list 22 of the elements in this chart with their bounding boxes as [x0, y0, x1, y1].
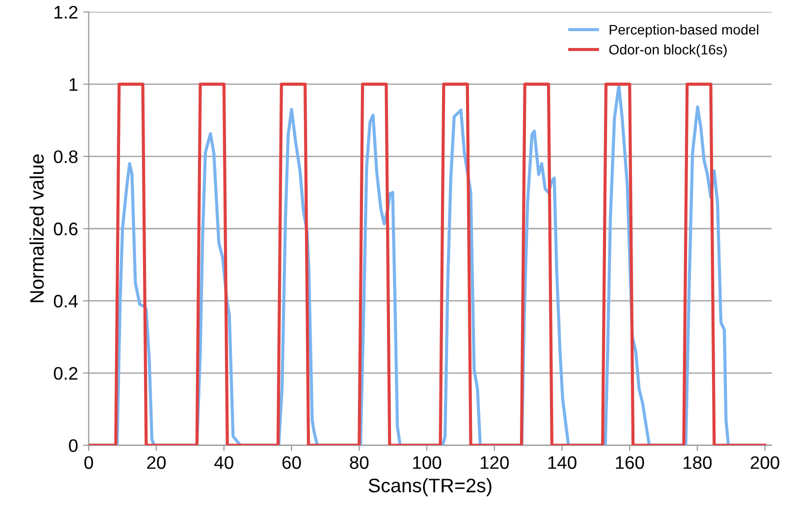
y-tick-label: 0.2	[54, 367, 78, 380]
x-axis-title: Scans(TR=2s)	[368, 478, 492, 496]
x-tick-label: 0	[84, 456, 94, 469]
x-tick-label: 140	[548, 456, 576, 469]
y-tick-label: 0.8	[54, 150, 78, 164]
x-tick-label: 40	[214, 456, 234, 469]
y-tick-label: 1	[70, 78, 78, 91]
x-tick-label: 100	[413, 456, 442, 469]
x-tick-label: 20	[147, 456, 166, 469]
y-axis-title: Normalized value	[30, 154, 44, 302]
legend-label: Perception-based model	[610, 24, 758, 38]
legend-label: Odor-on block(16s)	[609, 44, 727, 58]
y-tick-label: 0	[68, 439, 78, 452]
x-tick-label: 180	[684, 456, 712, 469]
y-tick-label: 0.4	[54, 294, 78, 308]
y-tick-label: 1.2	[54, 6, 78, 18]
x-tick-label: 120	[480, 456, 509, 469]
x-tick-label: 60	[282, 456, 301, 469]
x-tick-label: 200	[750, 456, 780, 469]
x-tick-label: 160	[616, 456, 644, 469]
y-tick-label: 0.6	[54, 222, 78, 236]
x-tick-label: 80	[350, 456, 369, 469]
